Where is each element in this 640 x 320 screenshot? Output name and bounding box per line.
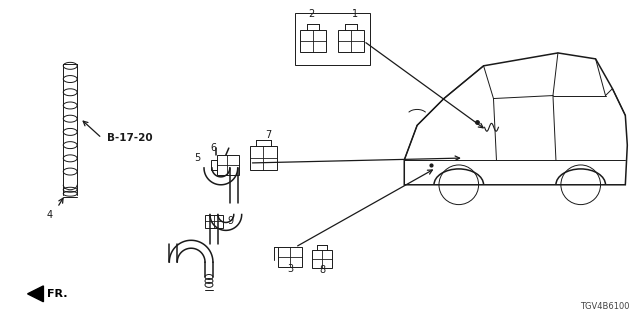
- Text: 4: 4: [46, 210, 52, 220]
- Text: 3: 3: [287, 264, 293, 274]
- Bar: [250, 146, 277, 170]
- Text: FR.: FR.: [47, 289, 68, 299]
- Text: 8: 8: [319, 265, 325, 275]
- Text: 6: 6: [211, 143, 217, 153]
- Bar: [295, 13, 369, 65]
- Bar: [211, 160, 217, 170]
- Text: B-17-20: B-17-20: [107, 133, 152, 143]
- Bar: [300, 30, 326, 52]
- Bar: [205, 214, 223, 228]
- Text: 1: 1: [351, 9, 358, 19]
- Bar: [312, 250, 332, 268]
- Text: 9: 9: [228, 216, 234, 227]
- Text: 7: 7: [266, 130, 271, 140]
- Bar: [217, 155, 239, 175]
- Bar: [338, 30, 364, 52]
- Text: 2: 2: [308, 9, 314, 19]
- Polygon shape: [28, 286, 44, 302]
- Bar: [278, 247, 302, 267]
- Text: TGV4B6100: TGV4B6100: [580, 302, 629, 311]
- Text: 5: 5: [194, 153, 200, 163]
